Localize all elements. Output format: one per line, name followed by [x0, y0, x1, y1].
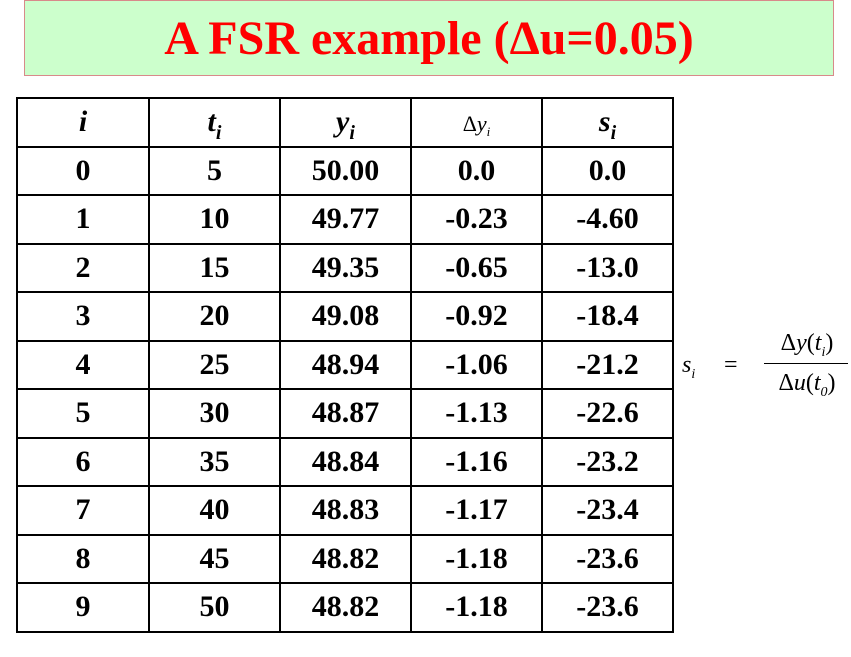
formula-fraction-bar [764, 363, 848, 364]
cell-y: 49.08 [279, 291, 412, 342]
cell-i: 9 [16, 582, 150, 633]
cell-delta-y: -1.17 [410, 485, 543, 536]
cell-s: -22.6 [541, 388, 674, 439]
formula-lhs: si [682, 352, 696, 382]
header-t-i: ti [148, 97, 281, 148]
cell-y: 49.35 [279, 242, 412, 293]
cell-y: 48.83 [279, 485, 412, 536]
cell-delta-y: -1.18 [410, 582, 543, 633]
header-delta-y-i: Δyi [410, 97, 543, 148]
cell-t: 10 [148, 194, 281, 245]
cell-t: 5 [148, 145, 281, 196]
cell-i: 4 [16, 339, 150, 390]
cell-delta-y: -0.65 [410, 242, 543, 293]
cell-s: -23.2 [541, 436, 674, 487]
table-row: 9 50 48.82 -1.18 -23.6 [16, 582, 674, 633]
formula-equals: = [724, 352, 738, 378]
title-banner: A FSR example (Δu=0.05) [24, 0, 834, 76]
fsr-table: i ti yi Δyi si 0 5 50.00 0.0 0.0 1 10 49.77 -0.2… [16, 97, 674, 633]
table-row: 1 10 49.77 -0.23 -4.60 [16, 194, 674, 245]
table-row: 5 30 48.87 -1.13 -22.6 [16, 388, 674, 439]
cell-y: 49.77 [279, 194, 412, 245]
cell-i: 5 [16, 388, 150, 439]
page-title: A FSR example (Δu=0.05) [25, 13, 833, 65]
cell-s: -23.6 [541, 582, 674, 633]
cell-i: 6 [16, 436, 150, 487]
cell-t: 40 [148, 485, 281, 536]
cell-t: 25 [148, 339, 281, 390]
formula-numerator: Δy(ti) [780, 330, 834, 360]
cell-s: 0.0 [541, 145, 674, 196]
cell-t: 15 [148, 242, 281, 293]
table-row: 7 40 48.83 -1.17 -23.4 [16, 485, 674, 536]
cell-delta-y: -1.13 [410, 388, 543, 439]
cell-i: 7 [16, 485, 150, 536]
cell-delta-y: -1.06 [410, 339, 543, 390]
cell-s: -21.2 [541, 339, 674, 390]
sensitivity-formula: si = Δy(ti) Δu(t0) [682, 326, 848, 406]
cell-y: 48.84 [279, 436, 412, 487]
header-s-i: si [541, 97, 674, 148]
cell-t: 20 [148, 291, 281, 342]
cell-delta-y: -1.16 [410, 436, 543, 487]
table-header-row: i ti yi Δyi si [16, 97, 674, 148]
cell-y: 48.82 [279, 533, 412, 584]
table-body: 0 5 50.00 0.0 0.0 1 10 49.77 -0.23 -4.60 2 15 49.35-… [16, 145, 674, 633]
title-delta-symbol: Δ [509, 12, 540, 65]
cell-t: 30 [148, 388, 281, 439]
cell-y: 48.87 [279, 388, 412, 439]
cell-t: 45 [148, 533, 281, 584]
cell-y: 48.94 [279, 339, 412, 390]
header-i: i [16, 97, 150, 148]
cell-i: 1 [16, 194, 150, 245]
title-prefix: A FSR example ( [164, 12, 510, 65]
title-suffix: u=0.05) [539, 12, 694, 65]
cell-i: 2 [16, 242, 150, 293]
cell-i: 3 [16, 291, 150, 342]
table-row: 3 20 49.08 -0.92 -18.4 [16, 291, 674, 342]
table-row: 6 35 48.84 -1.16 -23.2 [16, 436, 674, 487]
cell-delta-y: -0.92 [410, 291, 543, 342]
cell-delta-y: -1.18 [410, 533, 543, 584]
table-row: 4 25 48.94 -1.06 -21.2 [16, 339, 674, 390]
cell-t: 50 [148, 582, 281, 633]
table-row: 8 45 48.82 -1.18 -23.6 [16, 533, 674, 584]
cell-s: -23.6 [541, 533, 674, 584]
cell-s: -23.4 [541, 485, 674, 536]
table-row: 0 5 50.00 0.0 0.0 [16, 145, 674, 196]
cell-y: 50.00 [279, 145, 412, 196]
formula-denominator: Δu(t0) [778, 370, 836, 400]
cell-delta-y: 0.0 [410, 145, 543, 196]
cell-y: 48.82 [279, 582, 412, 633]
table-row: 2 15 49.35 -0.65 -13.0 [16, 242, 674, 293]
cell-i: 8 [16, 533, 150, 584]
cell-s: -4.60 [541, 194, 674, 245]
header-y-i: yi [279, 97, 412, 148]
cell-s: -18.4 [541, 291, 674, 342]
cell-i: 0 [16, 145, 150, 196]
cell-delta-y: -0.23 [410, 194, 543, 245]
cell-t: 35 [148, 436, 281, 487]
cell-s: -13.0 [541, 242, 674, 293]
